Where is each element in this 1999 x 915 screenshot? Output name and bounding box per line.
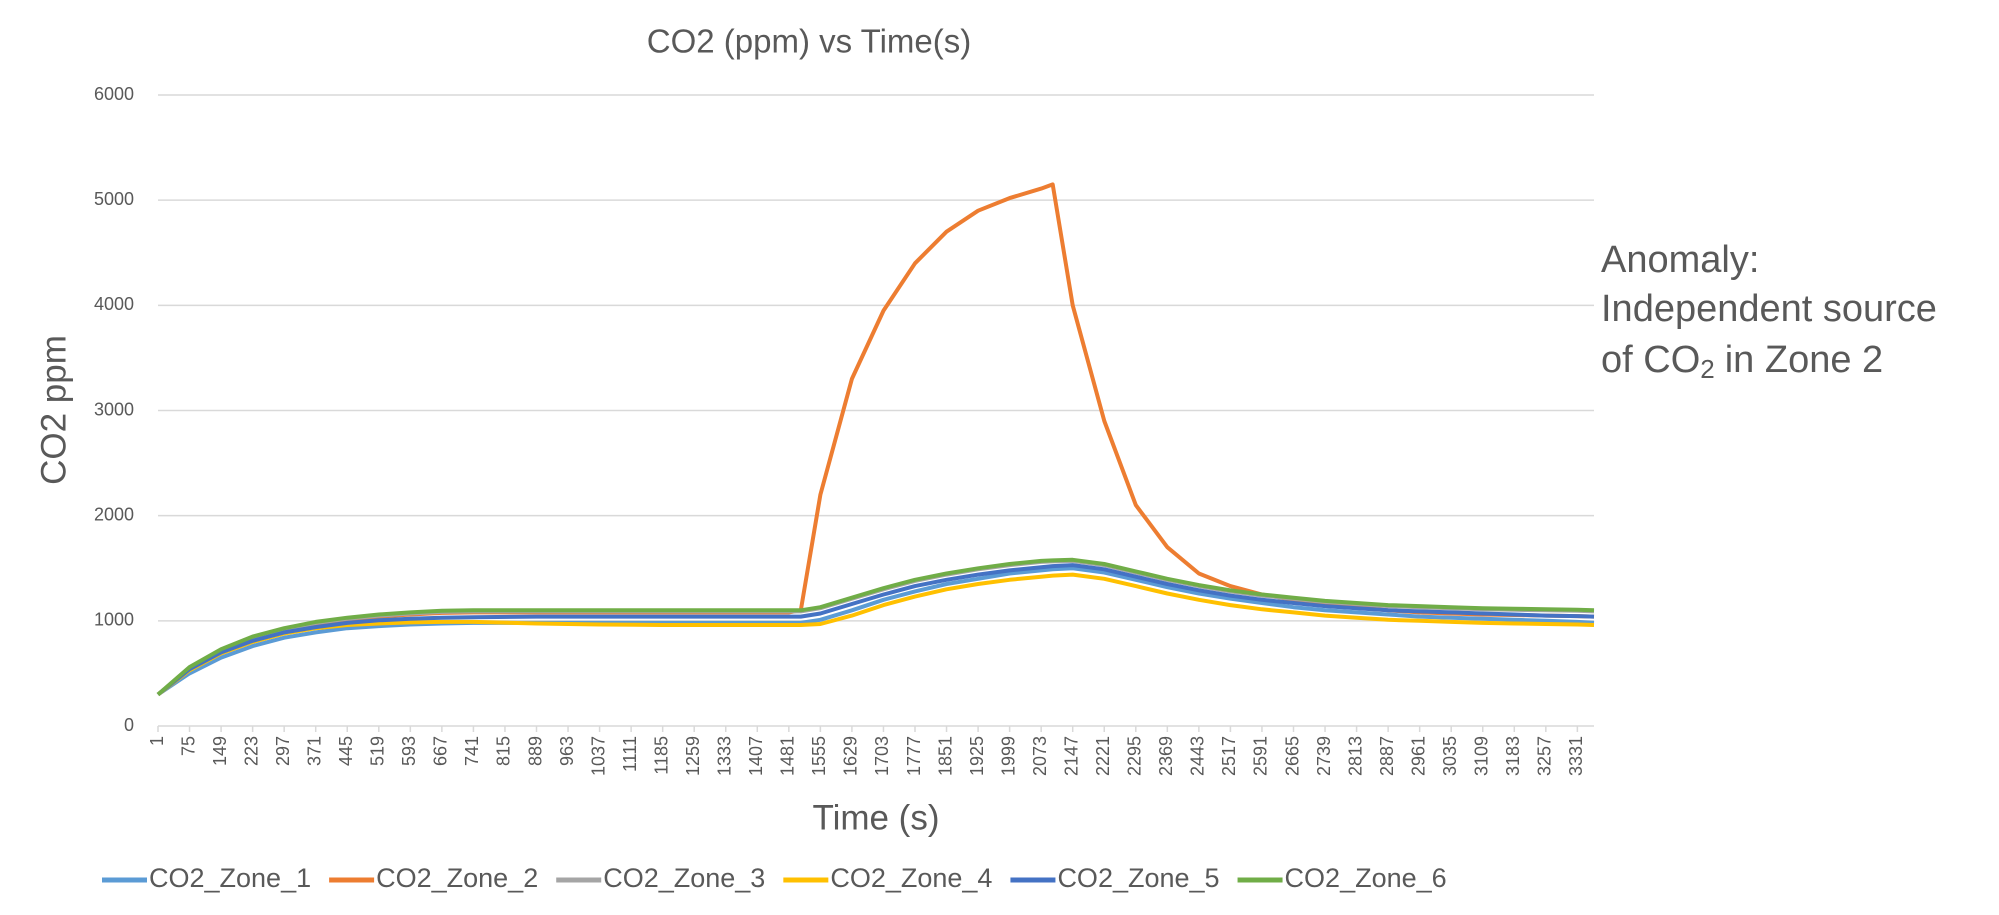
series-line bbox=[156, 566, 1595, 697]
legend-label: CO2_Zone_2 bbox=[376, 863, 538, 893]
x-tick-label: 3035 bbox=[1440, 736, 1460, 776]
legend: CO2_Zone_1 CO2_Zone_2 CO2_Zone_3 CO2_Zone_4… bbox=[102, 863, 1447, 893]
x-tick-label: 445 bbox=[336, 736, 356, 766]
plot bbox=[156, 182, 1595, 697]
y-tick-label: 3000 bbox=[94, 399, 134, 419]
x-tick-label: 1259 bbox=[683, 736, 703, 776]
x-tick-label: 1999 bbox=[998, 736, 1018, 776]
x-tick-label: 1777 bbox=[904, 736, 924, 776]
x-tick-label: 2295 bbox=[1125, 736, 1145, 776]
x-tick-label: 2665 bbox=[1282, 736, 1302, 776]
x-tick-label: 149 bbox=[210, 736, 230, 766]
series-line bbox=[156, 572, 1595, 697]
series-line bbox=[156, 563, 1595, 697]
x-tick-label: 1555 bbox=[809, 736, 829, 776]
x-tick-label: 1037 bbox=[588, 736, 608, 776]
annotation: of CO2 in Zone 2 bbox=[1601, 339, 1883, 384]
x-tick-label: 519 bbox=[368, 736, 388, 766]
y-tick-label: 4000 bbox=[94, 294, 134, 314]
x-tick-label: 2961 bbox=[1408, 736, 1428, 776]
x-tick-label: 2591 bbox=[1251, 736, 1271, 776]
legend-label: CO2_Zone_3 bbox=[603, 863, 765, 893]
x-tick-label: 1925 bbox=[967, 736, 987, 776]
x-tick-label: 667 bbox=[431, 736, 451, 766]
series-line bbox=[156, 557, 1595, 697]
x-tick-label: 963 bbox=[557, 736, 577, 766]
annotation: Anomaly: bbox=[1601, 239, 1759, 281]
x-tick-label: 2739 bbox=[1314, 736, 1334, 776]
y-tick-label: 1000 bbox=[94, 610, 134, 630]
x-tick-label: 1481 bbox=[778, 736, 798, 776]
x-tick-label: 3257 bbox=[1535, 736, 1555, 776]
legend-label: CO2_Zone_5 bbox=[1057, 863, 1219, 893]
x-tick-label: 2813 bbox=[1345, 736, 1365, 776]
x-tick-label: 1703 bbox=[872, 736, 892, 776]
x-tick-label: 2221 bbox=[1093, 736, 1113, 776]
x-tick-label: 2073 bbox=[1030, 736, 1050, 776]
y-tick-label: 5000 bbox=[94, 189, 134, 209]
x-tick-label: 1185 bbox=[651, 736, 671, 775]
annotation-subscript: 2 bbox=[1700, 354, 1714, 384]
x-tick-label: 2147 bbox=[1061, 736, 1081, 776]
x-tick-label: 2517 bbox=[1219, 736, 1239, 776]
x-tick-label: 741 bbox=[462, 736, 482, 766]
x-axis-label: Time (s) bbox=[812, 798, 939, 837]
x-tick-label: 2443 bbox=[1188, 736, 1208, 776]
x-tick-label: 1 bbox=[147, 736, 167, 746]
annotation: Independent source bbox=[1601, 288, 1937, 330]
annotation-part: of CO bbox=[1601, 339, 1700, 381]
legend-label: CO2_Zone_1 bbox=[149, 863, 311, 893]
x-tick-label: 297 bbox=[273, 736, 293, 766]
x-tick-label: 1851 bbox=[935, 736, 955, 776]
chart-title: CO2 (ppm) vs Time(s) bbox=[647, 23, 972, 60]
x-tick-label: 1111 bbox=[620, 736, 640, 772]
x-tick-label: 1629 bbox=[841, 736, 861, 776]
y-tick-label: 0 bbox=[124, 715, 134, 735]
x-tick-label: 75 bbox=[178, 736, 198, 756]
legend-label: CO2_Zone_6 bbox=[1285, 863, 1447, 893]
x-tick-label: 889 bbox=[525, 736, 545, 766]
x-tick-label: 815 bbox=[494, 736, 514, 766]
x-tick-label: 2887 bbox=[1377, 736, 1397, 776]
legend-label: CO2_Zone_4 bbox=[830, 863, 992, 893]
y-axis-label: CO2 ppm bbox=[34, 335, 73, 485]
annotation-part: in Zone 2 bbox=[1725, 339, 1883, 381]
grid: 0 1000 2000 3000 4000 5000 6000 1 75 149 223 297 371… bbox=[94, 84, 1594, 776]
x-tick-label: 2369 bbox=[1156, 736, 1176, 776]
x-tick-label: 3331 bbox=[1566, 736, 1586, 776]
x-tick-label: 3109 bbox=[1472, 736, 1492, 776]
x-tick-label: 1407 bbox=[746, 736, 766, 776]
x-tick-label: 1333 bbox=[715, 736, 735, 776]
y-tick-label: 6000 bbox=[94, 84, 134, 104]
x-tick-label: 593 bbox=[399, 736, 419, 766]
y-tick-label: 2000 bbox=[94, 504, 134, 524]
x-tick-label: 3183 bbox=[1503, 736, 1523, 776]
x-tick-label: 223 bbox=[241, 736, 261, 766]
x-tick-label: 371 bbox=[304, 736, 324, 766]
